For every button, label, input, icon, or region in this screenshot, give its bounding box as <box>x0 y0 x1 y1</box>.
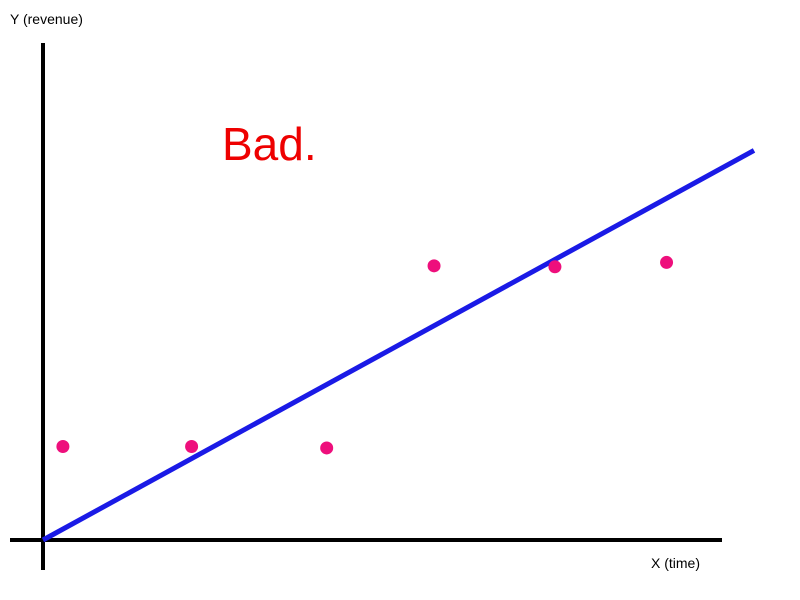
data-point-6 <box>660 255 674 269</box>
plot-area <box>41 148 756 543</box>
x-axis-label: X (time) <box>651 555 700 571</box>
trend-line <box>41 148 756 543</box>
annotation-text: Bad. <box>222 118 317 170</box>
data-point-4 <box>427 259 441 273</box>
y-axis-label: Y (revenue) <box>10 11 83 27</box>
data-point-3 <box>320 441 334 455</box>
data-point-2 <box>185 439 199 453</box>
data-point-1 <box>56 439 70 453</box>
data-point-5 <box>548 260 562 274</box>
